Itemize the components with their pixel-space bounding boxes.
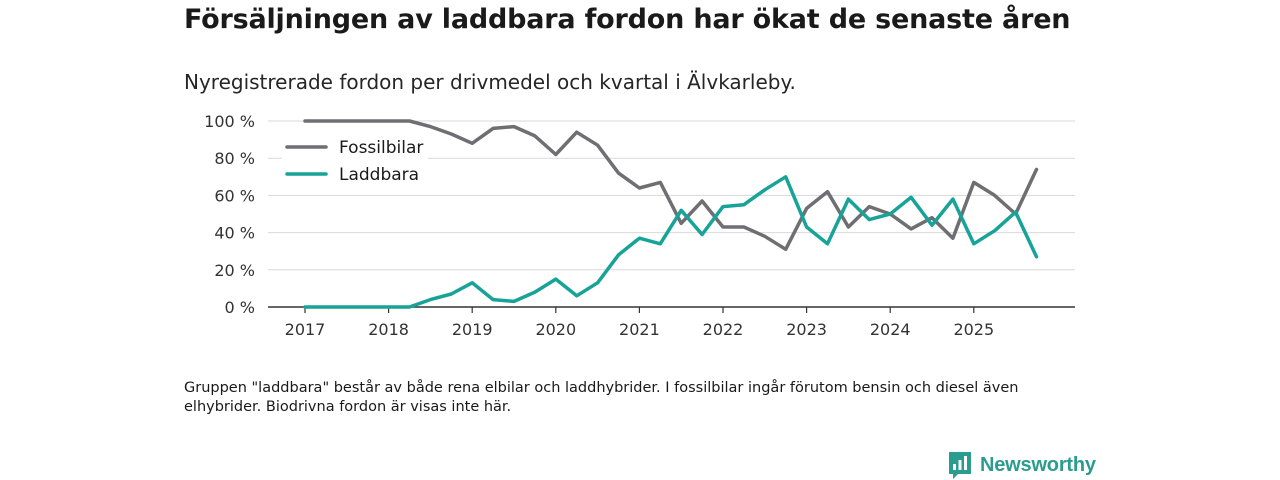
y-tick-label: 20 %	[214, 261, 255, 280]
x-tick-label: 2020	[535, 320, 576, 339]
x-tick-label: 2024	[870, 320, 911, 339]
x-tick-label: 2018	[368, 320, 409, 339]
y-tick-label: 80 %	[214, 149, 255, 168]
x-tick-label: 2021	[619, 320, 660, 339]
chart-title: Försäljningen av laddbara fordon har öka…	[184, 4, 1071, 35]
y-tick-label: 40 %	[214, 224, 255, 243]
brand-logo[interactable]: Newsworthy	[948, 450, 1096, 480]
x-tick-label: 2023	[786, 320, 827, 339]
footnote: Gruppen "laddbara" består av både rena e…	[184, 380, 1019, 415]
line-chart: 0 % 20 % 40 % 60 % 80 % 100 % 2017 2018 2019 2020…	[204, 112, 1075, 339]
x-tick-label: 2017	[285, 320, 326, 339]
x-tick-label: 2022	[703, 320, 744, 339]
y-tick-label: 100 %	[204, 112, 255, 131]
legend-label-fossilbilar: Fossilbilar	[339, 138, 423, 158]
series-line-fossilbilar	[303, 119, 1039, 252]
x-tick-label: 2019	[452, 320, 493, 339]
newsworthy-logo-icon	[949, 452, 971, 479]
y-tick-label: 0 %	[225, 298, 255, 317]
y-tick-label: 60 %	[214, 186, 255, 205]
brand-name: Newsworthy	[980, 453, 1096, 476]
legend-label-laddbara: Laddbara	[339, 165, 419, 185]
x-tick-label: 2025	[953, 320, 994, 339]
chart-subtitle: Nyregistrerade fordon per drivmedel och …	[184, 70, 796, 94]
series-line-laddbara	[303, 175, 1039, 309]
